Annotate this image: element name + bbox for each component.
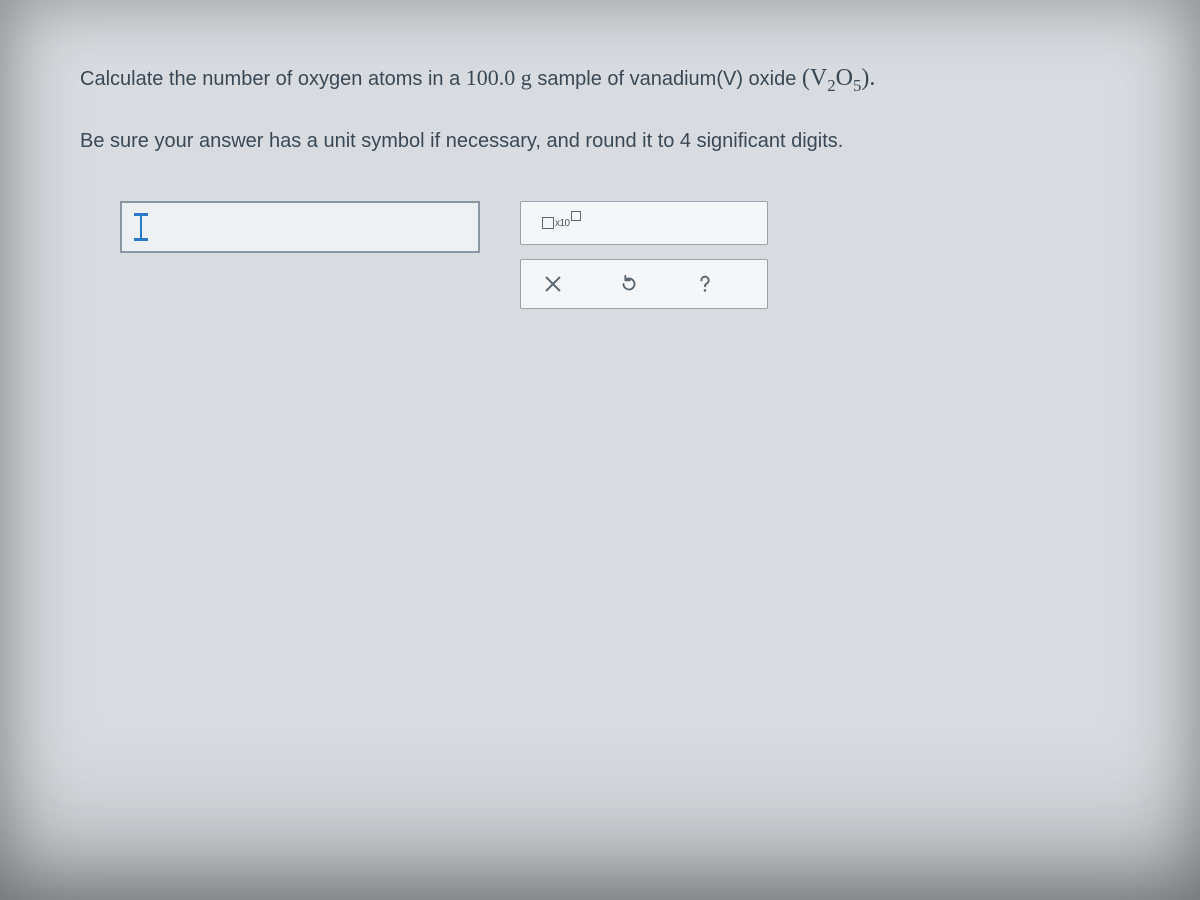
question-middle: sample of vanadium(V) oxide xyxy=(532,68,802,90)
answer-row: x10 xyxy=(80,201,1120,309)
clear-button[interactable] xyxy=(539,270,567,298)
toolbar: x10 xyxy=(520,201,768,309)
undo-icon xyxy=(618,273,640,295)
instruction-text: Be sure your answer has a unit symbol if… xyxy=(80,130,1120,153)
sample-mass: 100.0 g xyxy=(466,65,532,90)
help-button[interactable] xyxy=(691,270,719,298)
question-prefix: Calculate the number of oxygen atoms in … xyxy=(80,68,466,90)
exponent-box-icon xyxy=(571,211,581,221)
action-toolbar xyxy=(520,259,768,309)
text-cursor-icon xyxy=(134,213,148,241)
question-text: Calculate the number of oxygen atoms in … xyxy=(80,60,1120,98)
chemical-formula: (V2O5). xyxy=(802,65,875,91)
placeholder-box-icon xyxy=(542,217,554,229)
scientific-notation-button[interactable]: x10 xyxy=(535,212,588,234)
format-toolbar: x10 xyxy=(520,201,768,245)
x-icon xyxy=(542,273,564,295)
answer-input[interactable] xyxy=(120,201,480,253)
question-panel: Calculate the number of oxygen atoms in … xyxy=(0,0,1200,349)
x10-label: x10 xyxy=(555,218,570,229)
question-icon xyxy=(694,273,716,295)
reset-button[interactable] xyxy=(615,270,643,298)
